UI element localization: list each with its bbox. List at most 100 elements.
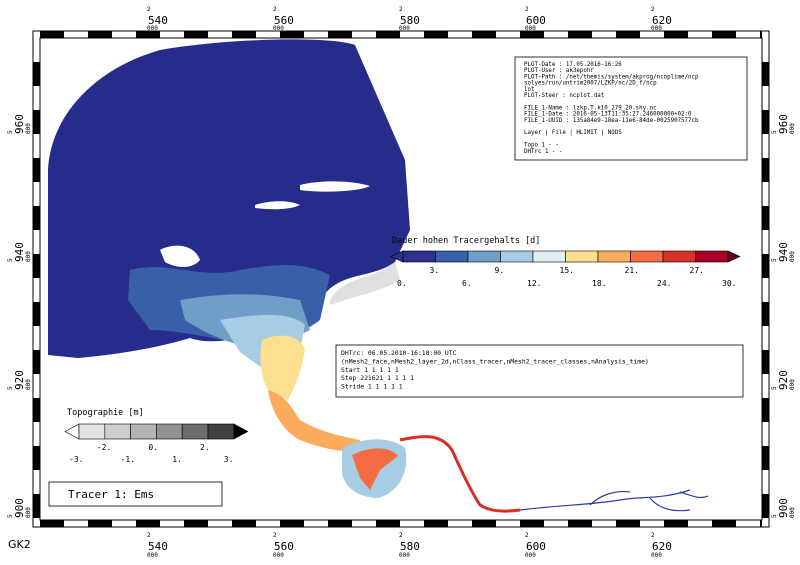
frame-segment bbox=[762, 494, 769, 518]
frame-segment bbox=[280, 31, 304, 38]
x-tick-top-sub: 000 bbox=[399, 25, 410, 32]
frame-segment bbox=[33, 110, 40, 134]
info-line: FILE_1-Name : lzkp.T.k10_279_20.shy.nc bbox=[524, 105, 657, 111]
colorbar-tick-label: 0. bbox=[397, 279, 407, 288]
frame-segment bbox=[762, 206, 769, 230]
y-tick-right-prefix: 5 bbox=[771, 386, 778, 390]
data-box: DHTrc: 06.05.2010-16:18:00 UTC(nMesh2_fa… bbox=[335, 344, 744, 398]
frame-segment bbox=[762, 302, 769, 326]
y-tick-right-main: 960 bbox=[777, 114, 790, 134]
tracer-zone-veryhigh bbox=[268, 390, 362, 452]
tracer-legend-title: Dauer hohen Tracergehalts [d] bbox=[392, 236, 540, 246]
colorbar-arrow-right bbox=[727, 250, 741, 263]
river-ems bbox=[399, 435, 521, 513]
y-tick-left-sub: 000 bbox=[25, 379, 32, 390]
y-tick-left-main: 940 bbox=[13, 242, 26, 262]
x-tick-top-prefix: 2 bbox=[273, 6, 277, 13]
colorbar-tick-label: 12. bbox=[527, 279, 541, 288]
y-tick-right-prefix: 5 bbox=[771, 514, 778, 518]
tracer-legend: Dauer hohen Tracergehalts [d] 3. 9. 15. 21.… bbox=[390, 236, 741, 288]
river-tributaries bbox=[519, 489, 709, 512]
x-tick-top-main: 540 bbox=[148, 14, 168, 27]
tracer-label-box: Tracer 1: Ems bbox=[48, 481, 223, 507]
colorbar-cell bbox=[500, 250, 534, 263]
topo-tick-label: -2. bbox=[97, 443, 111, 452]
frame-segment bbox=[472, 520, 496, 527]
frame-segment bbox=[232, 520, 256, 527]
y-tick-left-sub: 000 bbox=[25, 251, 32, 262]
frame-segment bbox=[472, 31, 496, 38]
y-tick-left-sub: 000 bbox=[25, 507, 32, 518]
x-tick-top-prefix: 2 bbox=[525, 6, 529, 13]
y-tick-left-sub: 000 bbox=[25, 123, 32, 134]
colorbar-cell bbox=[597, 250, 631, 263]
frame-segment bbox=[33, 254, 40, 278]
colorbar-tick-label: 9. bbox=[495, 266, 505, 275]
info-line: PLOT-Date : 17.05.2016-16:26 bbox=[524, 62, 622, 68]
info-line: lot bbox=[524, 87, 534, 93]
x-tick-top-sub: 000 bbox=[525, 25, 536, 32]
frame-segment bbox=[328, 31, 352, 38]
x-tick-bottom-prefix: 2 bbox=[147, 532, 151, 539]
frame-segment bbox=[520, 31, 544, 38]
colorbar-tick-label: 15. bbox=[560, 266, 574, 275]
x-tick-top-main: 620 bbox=[652, 14, 672, 27]
frame-segment bbox=[33, 302, 40, 326]
frame-segment bbox=[376, 520, 400, 527]
topo-tick-label: -1. bbox=[121, 455, 135, 464]
frame-segment bbox=[280, 520, 304, 527]
topo-cell bbox=[207, 423, 235, 440]
colorbar-cell bbox=[695, 250, 729, 263]
data-line: Step 221621 1 1 1 1 bbox=[341, 374, 414, 382]
topo-legend-title: Topographie [m] bbox=[67, 408, 144, 418]
frame-segment bbox=[762, 254, 769, 278]
y-tick-left-main: 960 bbox=[13, 114, 26, 134]
x-tick-bottom-main: 600 bbox=[526, 540, 546, 553]
data-line: Stride 1 1 1 1 1 bbox=[341, 383, 403, 391]
x-tick-bottom-prefix: 2 bbox=[651, 532, 655, 539]
colorbar-cell bbox=[467, 250, 501, 263]
frame-segment bbox=[33, 446, 40, 470]
x-tick-top-main: 600 bbox=[526, 14, 546, 27]
x-tick-bottom-sub: 000 bbox=[525, 552, 536, 559]
x-tick-bottom-main: 540 bbox=[148, 540, 168, 553]
frame-segment bbox=[760, 31, 762, 38]
frame-segment bbox=[136, 520, 160, 527]
frame-segment bbox=[616, 520, 640, 527]
dollart-channels bbox=[352, 448, 398, 490]
frame-segment bbox=[40, 31, 64, 38]
topo-cell bbox=[181, 423, 209, 440]
colorbar-cell bbox=[435, 250, 469, 263]
frame-segment bbox=[33, 206, 40, 230]
colorbar-tick-label: 6. bbox=[462, 279, 472, 288]
y-tick-left-main: 920 bbox=[13, 370, 26, 390]
y-tick-left-prefix: 5 bbox=[7, 258, 14, 262]
x-tick-bottom-sub: 000 bbox=[147, 552, 158, 559]
frame-segment bbox=[762, 62, 769, 86]
coastal-band bbox=[330, 262, 400, 305]
topo-tick-label: -3. bbox=[69, 455, 83, 464]
x-tick-bottom-prefix: 2 bbox=[525, 532, 529, 539]
colorbar-cell bbox=[532, 250, 566, 263]
x-tick-top-sub: 000 bbox=[273, 25, 284, 32]
colorbar-cell bbox=[565, 250, 599, 263]
topo-tick-label: 0. bbox=[148, 443, 158, 452]
colorbar-tick-label: 3. bbox=[430, 266, 440, 275]
y-tick-right-sub: 000 bbox=[789, 123, 796, 134]
island-1 bbox=[300, 181, 370, 192]
y-tick-right-main: 920 bbox=[777, 370, 790, 390]
frame-segment bbox=[184, 31, 208, 38]
x-tick-top-sub: 000 bbox=[147, 25, 158, 32]
frame-segment bbox=[424, 520, 448, 527]
frame-segment bbox=[664, 31, 688, 38]
y-tick-right-main: 940 bbox=[777, 242, 790, 262]
frame-segment bbox=[33, 350, 40, 374]
x-tick-top-prefix: 2 bbox=[651, 6, 655, 13]
x-tick-bottom-main: 620 bbox=[652, 540, 672, 553]
colorbar-cell bbox=[662, 250, 696, 263]
info-line: Topo 1 - - bbox=[524, 143, 559, 149]
frame-segment bbox=[88, 31, 112, 38]
